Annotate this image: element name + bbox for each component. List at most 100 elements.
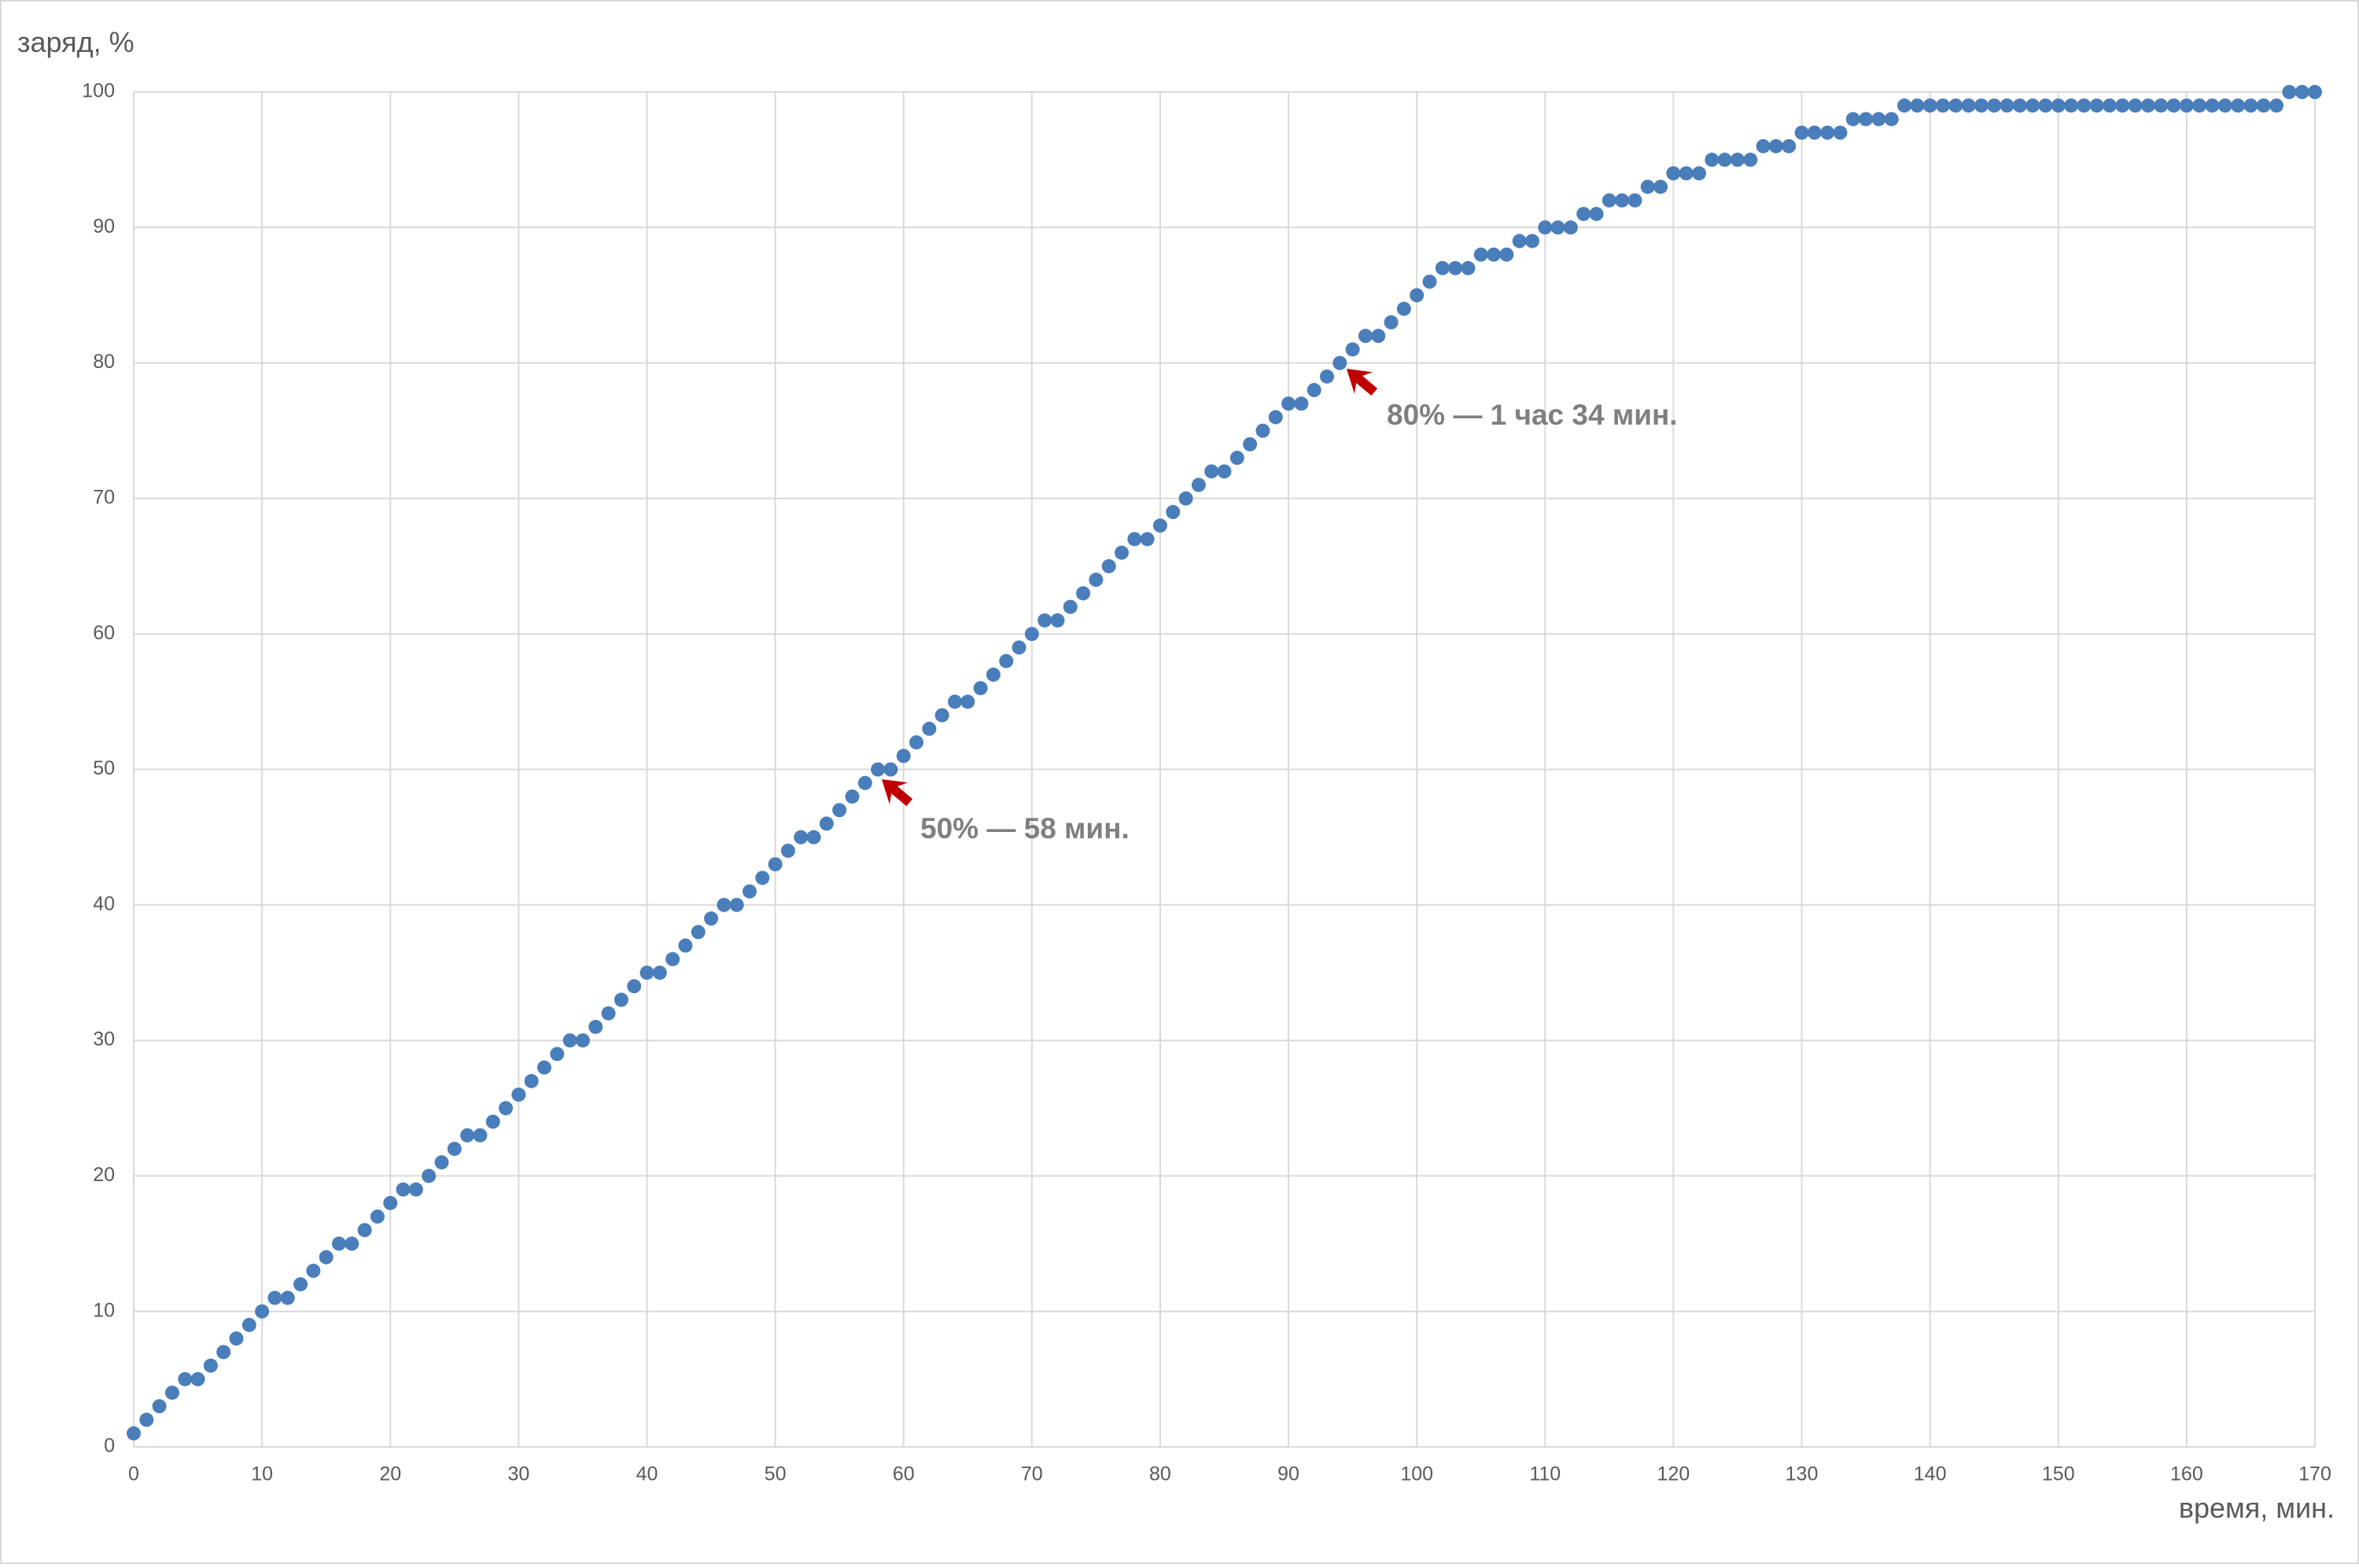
- data-point: [1730, 153, 1745, 167]
- data-point: [1089, 572, 1104, 587]
- data-point: [2256, 98, 2271, 113]
- data-point: [345, 1236, 359, 1251]
- y-tick-label: 100: [82, 80, 115, 102]
- annotation-arrows: [882, 369, 1378, 807]
- data-point: [1782, 138, 1797, 153]
- data-point: [2140, 98, 2155, 113]
- x-tick-label: 150: [2042, 1463, 2075, 1485]
- data-point: [2000, 98, 2014, 113]
- data-point: [1461, 260, 1476, 275]
- data-point: [2243, 98, 2258, 113]
- data-point: [1922, 98, 1937, 113]
- data-point: [1140, 532, 1155, 547]
- data-point: [408, 1182, 423, 1197]
- data-point: [1794, 125, 1809, 140]
- y-tick-label: 60: [93, 622, 115, 644]
- data-point: [499, 1101, 514, 1116]
- data-point: [255, 1304, 270, 1319]
- data-point: [2192, 98, 2207, 113]
- data-point: [1563, 220, 1578, 235]
- data-point: [2077, 98, 2092, 113]
- data-point: [127, 1426, 141, 1441]
- data-point: [780, 843, 795, 858]
- data-point: [152, 1399, 167, 1414]
- data-point: [2231, 98, 2246, 113]
- data-point: [190, 1371, 205, 1386]
- data-point: [2038, 98, 2053, 113]
- annotation: 80% — 1 час 34 мин.: [1387, 399, 1678, 431]
- x-tick-label: 50: [765, 1463, 787, 1485]
- data-point: [857, 775, 872, 790]
- data-point: [768, 857, 783, 872]
- data-point: [216, 1345, 231, 1360]
- data-point: [1358, 329, 1373, 344]
- x-tick-label: 170: [2298, 1463, 2331, 1485]
- data-point: [1512, 234, 1527, 248]
- data-point: [1115, 545, 1130, 560]
- data-point: [1473, 247, 1488, 262]
- annotation-arrow: [882, 779, 913, 807]
- data-point: [704, 911, 719, 926]
- data-point: [896, 749, 911, 764]
- x-tick-label: 40: [636, 1463, 658, 1485]
- data-point: [947, 694, 962, 709]
- data-point: [1743, 153, 1758, 167]
- data-point: [485, 1114, 500, 1129]
- data-point: [999, 653, 1014, 668]
- data-point: [1705, 153, 1719, 167]
- data-point: [2179, 98, 2194, 113]
- data-point: [1820, 125, 1835, 140]
- data-point: [2166, 98, 2181, 113]
- data-point: [717, 897, 732, 912]
- data-point: [293, 1277, 308, 1292]
- data-point: [229, 1331, 244, 1346]
- data-point: [640, 965, 654, 980]
- data-point: [1294, 396, 1309, 411]
- data-point: [1410, 288, 1425, 303]
- data-point: [1076, 586, 1091, 601]
- data-point: [2294, 85, 2309, 99]
- data-point: [1345, 342, 1360, 357]
- data-point: [1435, 260, 1450, 275]
- data-point: [370, 1209, 385, 1224]
- data-point: [1024, 627, 1039, 642]
- data-point: [1281, 396, 1296, 411]
- data-point: [614, 992, 628, 1007]
- data-point: [1768, 138, 1783, 153]
- data-point: [1396, 301, 1411, 316]
- data-point: [1191, 477, 1206, 492]
- data-point: [2269, 98, 2284, 113]
- data-point: [164, 1386, 179, 1401]
- annotation: 50% — 58 мин.: [920, 812, 1130, 845]
- data-point: [1845, 112, 1860, 127]
- x-tick-label: 0: [128, 1463, 139, 1485]
- y-tick-label: 10: [93, 1299, 115, 1321]
- data-point: [319, 1250, 334, 1264]
- x-tick-label: 10: [251, 1463, 273, 1485]
- data-point: [178, 1371, 193, 1386]
- data-point: [1422, 274, 1437, 289]
- data-point: [1948, 98, 1963, 113]
- data-point: [267, 1290, 282, 1305]
- data-point: [729, 897, 744, 912]
- data-point: [1961, 98, 1976, 113]
- data-point: [1833, 125, 1848, 140]
- data-point: [1384, 315, 1399, 329]
- data-point: [383, 1195, 398, 1210]
- data-point: [1268, 410, 1283, 425]
- data-point: [2115, 98, 2130, 113]
- annotation-arrow: [1347, 369, 1378, 396]
- data-point: [665, 951, 680, 966]
- data-point: [794, 830, 809, 845]
- data-point: [1576, 207, 1591, 222]
- y-tick-label: 50: [93, 757, 115, 779]
- x-tick-label: 90: [1277, 1463, 1299, 1485]
- data-point: [2064, 98, 2079, 113]
- data-point: [1038, 613, 1052, 628]
- data-point: [2308, 85, 2322, 99]
- data-point: [1255, 423, 1270, 438]
- data-point: [2051, 98, 2066, 113]
- x-tick-label: 140: [1914, 1463, 1947, 1485]
- data-point: [2205, 98, 2220, 113]
